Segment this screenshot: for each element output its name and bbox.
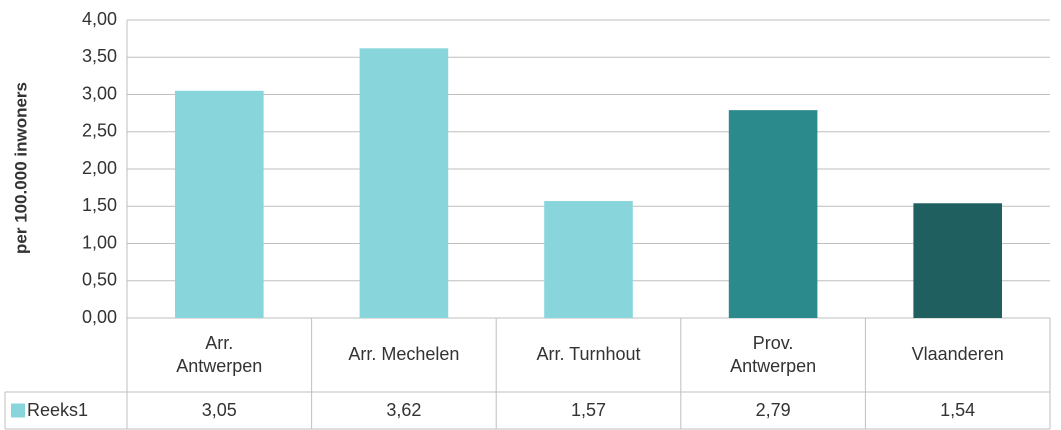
x-tick-label: Arr. Mechelen bbox=[348, 344, 460, 365]
bar bbox=[174, 90, 264, 319]
bar bbox=[728, 110, 818, 319]
x-tick-label: Vlaanderen bbox=[911, 344, 1004, 365]
y-tick-label: 2,50 bbox=[82, 121, 117, 141]
x-tick-label: Arr. Turnhout bbox=[536, 344, 641, 365]
data-label: 2,79 bbox=[755, 399, 791, 420]
bar bbox=[913, 203, 1003, 318]
data-label: 3,05 bbox=[201, 399, 237, 420]
y-tick-label: 4,00 bbox=[82, 9, 117, 29]
y-tick-label: 2,00 bbox=[82, 158, 117, 178]
x-tick-label: Arr. Antwerpen bbox=[176, 332, 263, 376]
y-tick-label: 1,00 bbox=[82, 232, 117, 252]
y-axis-label: per 100.000 inwoners bbox=[11, 82, 30, 254]
y-tick-label: 3,50 bbox=[82, 46, 117, 66]
data-label: 1,54 bbox=[940, 399, 976, 420]
data-label: 3,62 bbox=[386, 399, 422, 420]
legend-key bbox=[11, 403, 25, 418]
data-label: 1,57 bbox=[570, 399, 606, 420]
y-tick-label: 0,50 bbox=[82, 270, 117, 290]
y-tick-label: 1,50 bbox=[82, 195, 117, 215]
x-tick-label: Prov. Antwerpen bbox=[730, 332, 817, 376]
legend-label: Reeks1 bbox=[27, 399, 89, 420]
bar bbox=[544, 201, 633, 318]
y-tick-label: 0,00 bbox=[82, 307, 117, 327]
y-tick-label: 3,00 bbox=[82, 83, 117, 103]
bar bbox=[359, 48, 449, 319]
